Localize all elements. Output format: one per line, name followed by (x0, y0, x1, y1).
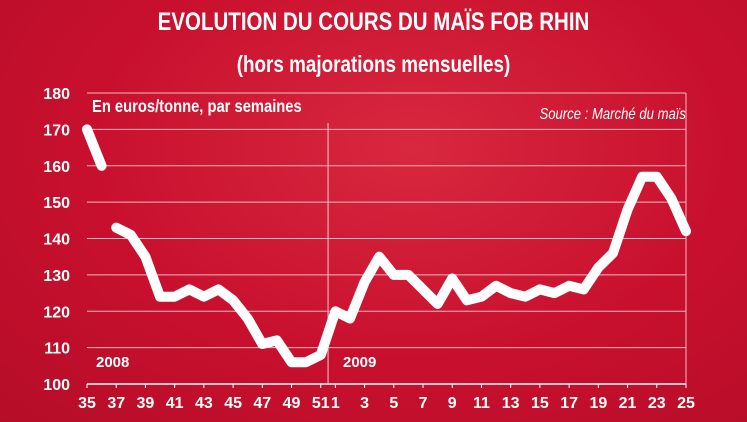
x-tick-label: 19 (589, 395, 607, 412)
year-label-2008: 2008 (96, 354, 129, 371)
x-tick-label: 49 (283, 395, 301, 412)
y-tick-label: 130 (43, 268, 70, 285)
x-tick-label: 43 (195, 395, 213, 412)
x-tick-label: 37 (107, 395, 125, 412)
year-label-2009: 2009 (343, 354, 376, 371)
x-tick-label: 25 (677, 395, 695, 412)
x-tick-label: 7 (419, 395, 428, 412)
y-tick-label: 180 (43, 86, 70, 103)
y-tick-label: 150 (43, 195, 70, 212)
x-tick-label: 41 (166, 395, 184, 412)
series-line-segment-1 (111, 171, 691, 368)
x-tick-label: 21 (619, 395, 637, 412)
y-tick-label: 160 (43, 159, 70, 176)
chart-title: EVOLUTION DU COURS DU MAÏS FOB RHIN (157, 8, 590, 36)
x-tick-label: 11 (473, 395, 490, 412)
unit-label: En euros/tonne, par semaines (92, 97, 302, 117)
y-tick-label: 170 (43, 122, 70, 139)
x-tick-label: 9 (448, 395, 457, 412)
chart-subtitle: (hors majorations mensuelles) (236, 51, 511, 77)
x-tick-label: 39 (137, 395, 155, 412)
x-tick-label: 3 (360, 395, 369, 412)
x-tick-label: 23 (648, 395, 666, 412)
y-tick-label: 100 (43, 377, 70, 394)
x-tick-label: 35 (78, 395, 96, 412)
x-tick-label: 51 (312, 395, 330, 412)
y-tick-label: 140 (43, 232, 70, 249)
x-tick-label: 45 (224, 395, 242, 412)
source-label: Source : Marché du maïs (539, 106, 686, 123)
x-tick-label: 17 (560, 395, 578, 412)
series-line-segment-0 (82, 124, 107, 171)
x-tick-label: 13 (502, 395, 520, 412)
x-tick-label: 5 (389, 395, 398, 412)
y-tick-label: 120 (43, 304, 70, 321)
y-tick-label: 110 (44, 341, 70, 358)
x-tick-label: 47 (253, 395, 271, 412)
x-tick-label: 1 (331, 395, 340, 412)
x-tick-label: 15 (531, 395, 549, 412)
